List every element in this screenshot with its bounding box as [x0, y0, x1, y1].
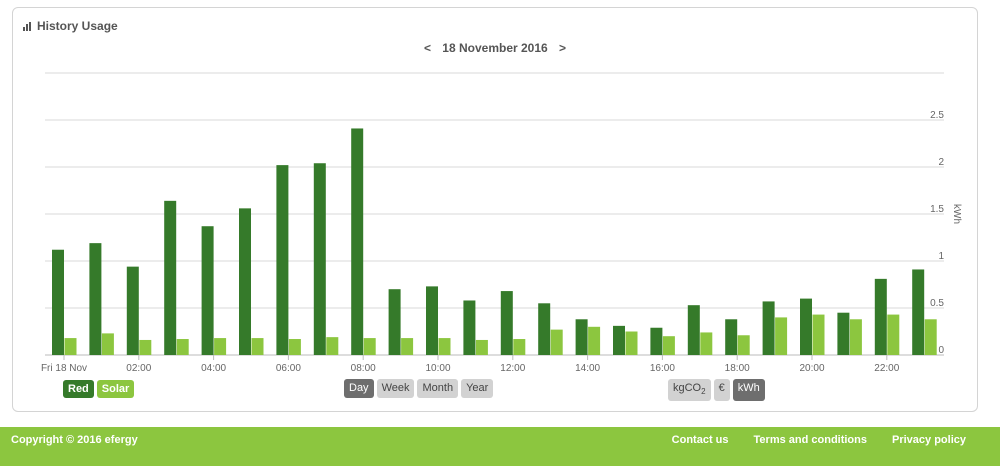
bar-red	[762, 301, 775, 355]
bar-red	[388, 289, 401, 355]
x-tick-label: Fri 18 Nov	[41, 363, 87, 374]
legend-solar[interactable]: Solar	[96, 380, 135, 398]
terms-link[interactable]: Terms and conditions	[753, 434, 867, 446]
y-axis-label: kWh	[951, 204, 962, 224]
chart-legend: Red Solar	[63, 380, 135, 398]
x-tick-label: 12:00	[500, 363, 525, 374]
y-tick-label: 1	[938, 251, 944, 262]
bar-solar	[363, 338, 376, 355]
bar-red	[500, 291, 513, 355]
period-day-button[interactable]: Day	[344, 379, 374, 398]
period-week-button[interactable]: Week	[376, 379, 415, 398]
bar-red	[912, 269, 925, 355]
period-selector: Day Week Month Year	[344, 379, 494, 398]
bar-red	[313, 163, 326, 355]
y-tick-label: 2.5	[930, 110, 944, 121]
x-tick-label: 22:00	[874, 363, 899, 374]
bar-red	[538, 303, 551, 355]
x-tick-label: 20:00	[799, 363, 824, 374]
bar-solar	[550, 329, 563, 355]
bar-solar	[924, 319, 937, 355]
prev-date-button[interactable]: <	[423, 41, 431, 55]
site-footer: Copyright © 2016 efergy Contact us Terms…	[0, 427, 1000, 466]
x-tick-label: 10:00	[425, 363, 450, 374]
footer-links: Contact us Terms and conditions Privacy …	[672, 434, 966, 446]
period-year-button[interactable]: Year	[461, 379, 494, 398]
bar-red	[725, 319, 738, 355]
bar-red	[650, 327, 663, 355]
privacy-policy-link[interactable]: Privacy policy	[892, 434, 966, 446]
next-date-button[interactable]: >	[559, 41, 567, 55]
x-tick-label: 14:00	[575, 363, 600, 374]
usage-bar-chart: 0 0.5 1 1.5 2 2.5 kWh Fri 18 Nov 02:00 04:00 06:00…	[41, 72, 962, 374]
y-tick-label: 2	[938, 157, 944, 168]
y-tick-label: 0	[938, 345, 944, 356]
bar-red	[201, 226, 214, 355]
bar-red	[613, 325, 625, 355]
bar-solar	[176, 339, 189, 355]
period-month-button[interactable]: Month	[417, 379, 459, 398]
bar-red	[874, 278, 887, 355]
bar-red	[575, 319, 588, 355]
bar-red	[351, 128, 364, 355]
bar-solar	[737, 335, 750, 355]
bar-solar	[662, 336, 675, 355]
panel-title: History Usage	[37, 19, 118, 33]
bar-solar	[401, 338, 414, 355]
bar-red	[52, 249, 64, 355]
date-label: 18 November 2016	[442, 41, 548, 55]
bar-red	[463, 300, 476, 355]
x-tick-label: 18:00	[725, 363, 750, 374]
date-navigator: < 18 November 2016 >	[13, 41, 977, 55]
bar-solar	[251, 338, 264, 355]
bar-red	[126, 266, 139, 355]
unit-euro-button[interactable]: €	[713, 379, 730, 402]
bar-solar	[288, 339, 301, 355]
y-tick-label: 1.5	[930, 204, 944, 215]
bar-solar	[887, 314, 900, 355]
bar-solar	[326, 337, 339, 355]
bar-red	[837, 312, 850, 355]
unit-kgco-button[interactable]: kgCO2	[668, 379, 711, 402]
x-tick-label: 02:00	[126, 363, 151, 374]
bar-solar	[139, 339, 152, 355]
bar-solar	[775, 317, 788, 355]
bar-solar	[812, 314, 825, 355]
bar-red	[164, 200, 177, 355]
x-tick-label: 08:00	[351, 363, 376, 374]
bar-solar	[101, 333, 114, 355]
bar-red	[276, 165, 289, 355]
contact-us-link[interactable]: Contact us	[671, 434, 729, 446]
bar-red	[687, 305, 700, 355]
bar-solar	[588, 326, 601, 355]
unit-kwh-button[interactable]: kWh	[732, 379, 765, 402]
bar-solar	[513, 339, 526, 355]
bar-solar	[849, 319, 862, 355]
bar-red	[239, 208, 251, 355]
unit-selector: kgCO2 € kWh	[668, 379, 765, 402]
y-tick-label: 0.5	[930, 298, 944, 309]
bar-solar	[625, 331, 638, 355]
bar-solar	[700, 332, 713, 355]
bar-solar	[214, 338, 227, 355]
bar-solar	[64, 338, 77, 355]
bar-solar	[438, 338, 451, 355]
panel-header: History Usage	[23, 19, 118, 33]
x-tick-label: 04:00	[201, 363, 226, 374]
bar-red	[426, 286, 438, 355]
bar-chart-icon	[23, 21, 31, 31]
bar-solar	[475, 339, 488, 355]
legend-red[interactable]: Red	[63, 380, 94, 398]
x-tick-label: 16:00	[650, 363, 675, 374]
copyright-text: Copyright © 2016 efergy	[11, 434, 138, 446]
x-tick-label: 06:00	[276, 363, 301, 374]
bar-red	[800, 298, 812, 355]
bar-red	[89, 243, 102, 355]
